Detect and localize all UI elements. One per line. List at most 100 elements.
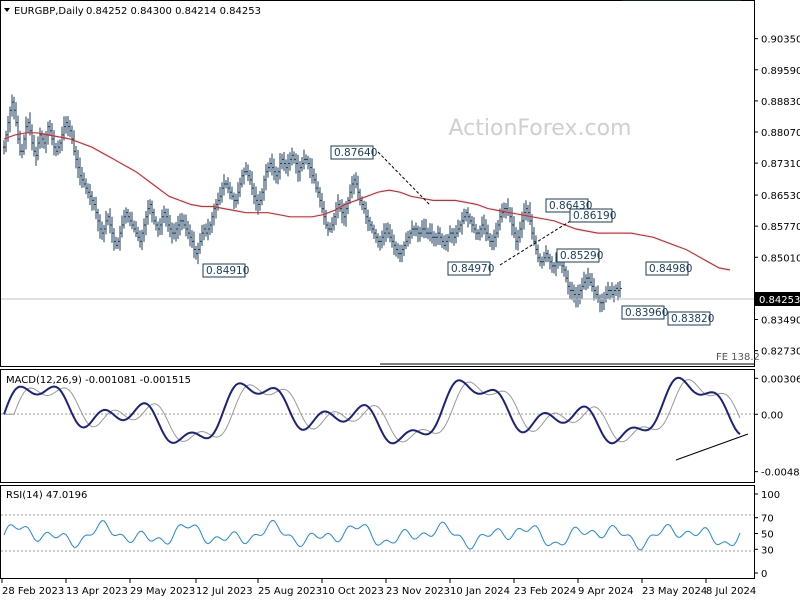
- current-price-tag: [755, 292, 800, 306]
- price-bar: [547, 249, 549, 263]
- price-bar: [425, 218, 427, 239]
- price-bar: [159, 218, 161, 236]
- price-bar: [439, 227, 441, 246]
- price-bar: [331, 217, 333, 234]
- price-bar: [397, 243, 399, 259]
- symbol-label: EURGBP,Daily: [14, 6, 84, 17]
- y-tick-label: 0.88830: [761, 97, 800, 108]
- price-bar: [429, 223, 431, 242]
- rsi-tick-label: 50: [761, 530, 774, 541]
- price-bar: [17, 115, 19, 144]
- price-bar: [417, 225, 419, 243]
- price-bar: [573, 284, 575, 303]
- level-box: [645, 261, 689, 276]
- moving-average-line: [3, 132, 731, 271]
- price-bar: [85, 178, 87, 195]
- price-bar: [409, 229, 411, 244]
- price-bar: [411, 220, 413, 239]
- price-bar: [471, 215, 473, 233]
- price-bar: [205, 223, 207, 237]
- price-bar: [401, 244, 403, 263]
- price-bar: [261, 188, 263, 206]
- price-bar: [495, 222, 497, 248]
- level-box: [621, 305, 665, 320]
- price-bar: [533, 227, 535, 246]
- price-bar: [431, 223, 433, 244]
- price-bar: [191, 230, 193, 248]
- price-bar: [579, 284, 581, 305]
- price-bar: [393, 234, 395, 256]
- macd-layer: [3, 376, 741, 445]
- price-bar: [383, 223, 385, 246]
- price-bar: [615, 284, 617, 297]
- macd-axis: 0.003066 0.00 -0.004888: [754, 374, 800, 479]
- price-bar: [541, 256, 543, 269]
- price-bar: [173, 223, 175, 240]
- price-bar: [29, 112, 31, 136]
- price-bar: [115, 236, 117, 249]
- macd-tick-label: -0.004888: [761, 468, 800, 479]
- price-bar: [221, 182, 223, 203]
- price-bar: [309, 157, 311, 179]
- y-tick-label: 0.87310: [761, 159, 800, 170]
- x-tick-label: 9 Apr 2024: [578, 586, 633, 597]
- price-bar: [83, 172, 85, 188]
- price-bar: [375, 229, 377, 243]
- price-bar: [103, 224, 105, 243]
- price-bar: [283, 152, 285, 171]
- price-bar: [199, 233, 201, 254]
- price-bar: [265, 164, 267, 191]
- price-bar: [515, 227, 517, 250]
- level-text: 0.83960: [625, 307, 668, 319]
- price-bar: [321, 192, 323, 214]
- price-bar: [53, 130, 55, 156]
- price-bar: [175, 222, 177, 242]
- price-bar: [87, 183, 89, 199]
- price-bar: [113, 228, 115, 251]
- price-bar: [449, 225, 451, 243]
- price-bar: [59, 139, 61, 154]
- level-label-0.84970: 0.84970: [447, 261, 494, 276]
- price-bar: [491, 234, 493, 251]
- price-bar: [307, 155, 309, 170]
- price-bar: [513, 216, 515, 238]
- price-bar: [609, 286, 611, 300]
- price-bar: [549, 253, 551, 270]
- price-bar: [485, 219, 487, 242]
- level-text: 0.87640: [334, 147, 377, 159]
- price-bar: [381, 230, 383, 249]
- price-bar: [13, 96, 15, 120]
- price-bar: [503, 202, 505, 218]
- level-label-0.86190: 0.86190: [569, 208, 616, 223]
- rsi-line: [3, 519, 741, 551]
- trend-dashed-2: [499, 214, 581, 266]
- y-tick-label: 0.82730: [761, 347, 800, 358]
- level-box: [569, 208, 613, 223]
- price-bar: [543, 251, 545, 266]
- y-tick-label: 0.83490: [761, 316, 800, 327]
- rsi-tick-label: 0: [761, 569, 767, 580]
- price-bar: [455, 225, 457, 244]
- price-bar: [395, 241, 397, 257]
- rsi-panel: [0, 485, 755, 579]
- price-bar: [483, 214, 485, 235]
- price-bar: [539, 253, 541, 267]
- price-bar: [327, 221, 329, 236]
- price-bar: [459, 220, 461, 233]
- x-tick-label: 10 Jan 2024: [450, 586, 510, 597]
- price-bar: [93, 197, 95, 211]
- price-bar: [195, 245, 197, 260]
- price-bar: [345, 201, 347, 227]
- x-tick-label: 23 Nov 2023: [386, 586, 450, 597]
- price-bar: [465, 209, 467, 222]
- price-bar: [153, 208, 155, 225]
- price-bar: [387, 222, 389, 239]
- price-bar: [11, 94, 13, 117]
- price-bar: [451, 228, 453, 244]
- price-bar: [347, 196, 349, 215]
- price-bar: [271, 153, 273, 176]
- price-bar: [399, 244, 401, 262]
- price-bar: [389, 224, 391, 243]
- level-box: [330, 145, 374, 160]
